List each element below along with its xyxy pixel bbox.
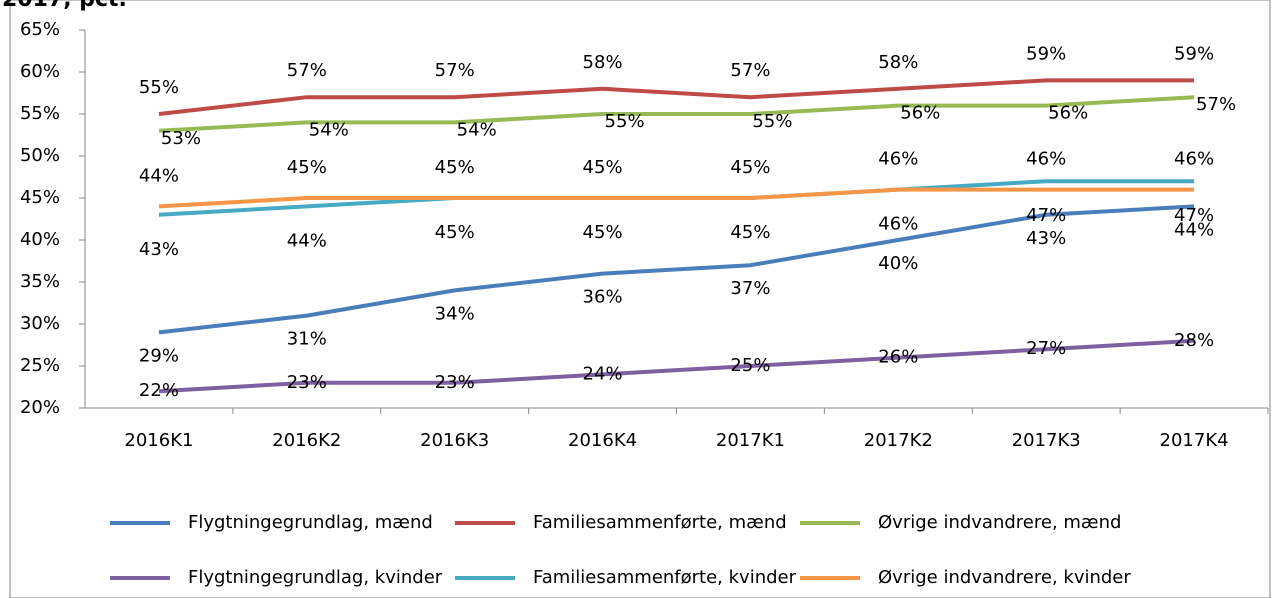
x-tick-label: 2017K2 [864, 430, 933, 451]
data-label: 34% [435, 303, 475, 324]
data-label: 58% [583, 52, 623, 73]
data-label: 22% [139, 380, 179, 401]
data-label: 28% [1174, 330, 1214, 351]
data-label: 23% [435, 372, 475, 393]
y-tick-label: 55% [20, 103, 60, 124]
data-label: 31% [287, 329, 327, 350]
data-label: 45% [435, 157, 475, 178]
data-label: 56% [900, 103, 940, 124]
x-tick-label: 2017K4 [1160, 430, 1229, 451]
legend-label: Øvrige indvandrere, mænd [878, 512, 1121, 533]
series-line [158, 187, 1195, 209]
data-label: 55% [752, 111, 792, 132]
data-label: 45% [287, 157, 327, 178]
x-tick-label: 2017K3 [1012, 430, 1081, 451]
chart-border [9, 0, 1271, 598]
x-tick-label: 2016K2 [272, 430, 341, 451]
data-label: 45% [730, 157, 770, 178]
series-line [158, 78, 1195, 116]
y-tick-label: 30% [20, 313, 60, 334]
data-label: 46% [1174, 149, 1214, 170]
data-label: 59% [1174, 43, 1214, 64]
y-tick-label: 50% [20, 145, 60, 166]
series-line [158, 338, 1195, 394]
data-label: 57% [730, 60, 770, 81]
data-label: 36% [583, 287, 623, 308]
data-label: 24% [583, 363, 623, 384]
data-label: 26% [878, 347, 918, 368]
data-label: 55% [605, 111, 645, 132]
y-tick-label: 45% [20, 187, 60, 208]
data-label: 43% [1026, 228, 1066, 249]
data-label: 29% [139, 345, 179, 366]
legend-label: Flygtningegrundlag, mænd [188, 512, 433, 533]
data-label: 57% [1196, 94, 1236, 115]
series-line [158, 204, 1195, 335]
data-label: 47% [1174, 205, 1214, 226]
x-tick-label: 2016K4 [568, 430, 637, 451]
data-label: 44% [139, 165, 179, 186]
data-label: 59% [1026, 43, 1066, 64]
data-label: 45% [730, 222, 770, 243]
chart-title: 2017, pct. [2, 0, 127, 12]
data-label: 57% [287, 60, 327, 81]
data-label: 58% [878, 52, 918, 73]
data-label: 37% [730, 278, 770, 299]
y-tick-label: 35% [20, 271, 60, 292]
data-label: 56% [1048, 103, 1088, 124]
y-tick-label: 40% [20, 229, 60, 250]
series-line [158, 95, 1195, 133]
data-label: 46% [1026, 149, 1066, 170]
data-label: 46% [878, 149, 918, 170]
data-label: 46% [878, 214, 918, 235]
data-label: 57% [435, 60, 475, 81]
data-label: 54% [457, 119, 497, 140]
data-label: 54% [309, 119, 349, 140]
legend-label: Øvrige indvandrere, kvinder [878, 567, 1131, 588]
data-label: 25% [730, 355, 770, 376]
data-label: 45% [435, 222, 475, 243]
x-tick-label: 2016K3 [420, 430, 489, 451]
data-label: 44% [1174, 219, 1214, 240]
data-label: 45% [583, 157, 623, 178]
y-tick-label: 20% [20, 397, 60, 418]
y-tick-label: 25% [20, 355, 60, 376]
x-tick-label: 2016K1 [124, 430, 193, 451]
legend-label: Flygtningegrundlag, kvinder [188, 567, 443, 588]
x-tick-label: 2017K1 [716, 430, 785, 451]
y-tick-label: 60% [20, 61, 60, 82]
data-label: 47% [1026, 205, 1066, 226]
data-label: 44% [287, 230, 327, 251]
data-label: 53% [161, 128, 201, 149]
data-label: 43% [139, 239, 179, 260]
data-label: 27% [1026, 338, 1066, 359]
data-label: 40% [878, 253, 918, 274]
data-label: 23% [287, 372, 327, 393]
legend-label: Familiesammenførte, mænd [533, 512, 787, 533]
data-label: 55% [139, 77, 179, 98]
y-tick-label: 65% [20, 19, 60, 40]
legend-label: Familiesammenførte, kvinder [533, 567, 797, 588]
data-label: 45% [583, 222, 623, 243]
